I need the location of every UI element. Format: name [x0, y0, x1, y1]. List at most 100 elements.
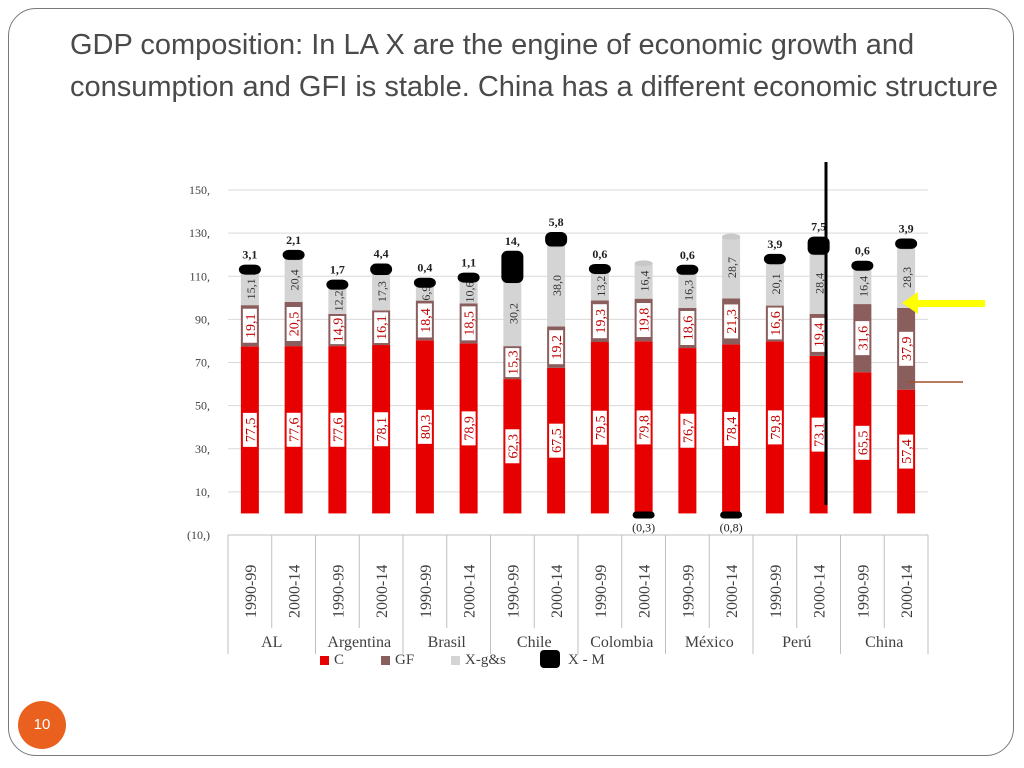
- bar-XM-value-label: (0,3): [632, 520, 655, 534]
- bar-Xgs-label-group: 10,6: [463, 281, 477, 302]
- bar-Xgs-label-group: 12,2: [331, 290, 345, 311]
- bar-XM-segment: [807, 236, 830, 255]
- bar-label-box: [549, 423, 564, 458]
- bar-label-box: [724, 304, 739, 339]
- bar-C-label-group: 57,4: [899, 434, 915, 469]
- bar-C-label-group: 73,1: [811, 417, 828, 452]
- bar-XM-value-label: 0,6: [592, 247, 607, 261]
- bar-GF-label-group: 20,5: [286, 307, 303, 342]
- bar-XM-value-label: 0,6: [855, 244, 870, 258]
- bar-Xgs-value-label: 30,2: [506, 303, 520, 324]
- legend-label: GF: [395, 652, 414, 668]
- bar-XM-value-label: 14,: [505, 234, 520, 248]
- bar-XM-value-label: 3,9: [899, 222, 914, 236]
- bar-C-label-group: 79,5: [592, 410, 609, 445]
- bar-Xgs-value-label: 20,1: [769, 273, 783, 294]
- category-label: Perú: [782, 634, 811, 651]
- y-tick-label: 50,: [195, 399, 210, 413]
- bar-Xgs-value-label: 28,7: [725, 257, 739, 278]
- bar-Xgs-segment: [765, 262, 784, 306]
- bar-label-box: [592, 410, 607, 445]
- bar-Xgs-value-label: 16,4: [638, 270, 652, 291]
- bar-C-value-label: 57,4: [900, 439, 915, 464]
- bar-GF-label-group: 18,4: [417, 303, 434, 338]
- bar-Xgs-segment: [240, 272, 259, 306]
- y-tick-label: (10,): [187, 528, 210, 542]
- period-label: 2000-14: [374, 565, 391, 618]
- bar-GF-label-group: 18,5: [461, 306, 478, 341]
- bar-label-box: [330, 315, 345, 345]
- bar-XM-segment: [851, 260, 874, 271]
- bar-GF-value-label: 15,3: [506, 350, 521, 375]
- y-tick-label: 90,: [195, 312, 210, 326]
- bar-label-box: [811, 417, 826, 452]
- bar-Xgs-value-label: 15,1: [244, 278, 258, 299]
- bar-Xgs-segment: [328, 287, 347, 314]
- yellow-arrow-shaft: [915, 300, 985, 307]
- bar-GF-label-group: 16,6: [767, 307, 784, 340]
- bar-label-box: [549, 330, 564, 365]
- bar-XM-segment: [632, 511, 655, 519]
- period-label: 1990-99: [505, 565, 522, 618]
- y-tick-label: 150,: [189, 183, 210, 197]
- bar-Xgs-label-group: 28,7: [725, 257, 739, 278]
- bar-GF-label-group: 19,1: [242, 308, 259, 343]
- category-label: Argentina: [327, 634, 391, 651]
- bar-label-box: [680, 413, 695, 448]
- bar-XM-value-label: 0,6: [680, 248, 695, 262]
- bar-label-box: [899, 331, 914, 366]
- bar-XM-value-label: 3,1: [242, 248, 257, 262]
- legend-swatch-Xgs: [451, 656, 460, 665]
- bar-Xgs-value-label: 10,6: [463, 281, 477, 302]
- bar-GF-value-label: 19,4: [813, 323, 828, 348]
- legend-swatch-XM: [540, 650, 560, 668]
- y-tick-label: 30,: [195, 442, 210, 456]
- bar-Xgs-segment: [284, 257, 303, 302]
- bar-XM-segment: [501, 250, 524, 283]
- period-label: 1990-99: [680, 565, 697, 618]
- bar-XM-segment: [370, 263, 393, 276]
- bar-label-box: [811, 317, 826, 352]
- bar-label-box: [374, 412, 389, 447]
- bar-C-label-group: 77,6: [330, 412, 346, 447]
- bar-XM-segment: [457, 272, 480, 283]
- bar-C-value-label: 77,6: [288, 418, 303, 443]
- bar-GF-label-group: 37,9: [899, 331, 915, 366]
- bar-C-value-label: 77,6: [331, 418, 346, 443]
- bar-label-box: [636, 303, 651, 338]
- bar-label-box: [505, 348, 520, 378]
- slide-title: GDP composition: In LA X are the engine …: [70, 29, 998, 103]
- bar-GF-value-label: 21,3: [725, 309, 740, 334]
- bar-Xgs-segment: [634, 263, 653, 299]
- bar-XM-segment: [763, 253, 786, 265]
- bar-XM-value-label: 1,1: [461, 256, 476, 270]
- bar-C-label-group: 78,9: [461, 411, 478, 446]
- period-label: 1990-99: [330, 565, 347, 618]
- bar-XM-value-label: 4,4: [374, 247, 389, 261]
- bar-XM-segment: [895, 238, 918, 249]
- bar-Xgs-value-label: 38,0: [550, 275, 564, 296]
- bar-XM-segment: [720, 511, 743, 519]
- bar-GF-value-label: 20,5: [288, 312, 303, 337]
- bar-XM-segment: [588, 263, 611, 274]
- bar-Xgs-segment: [547, 244, 566, 327]
- period-label: 2000-14: [637, 565, 654, 618]
- bar-C-value-label: 65,5: [856, 431, 871, 456]
- bar-label-box: [767, 307, 782, 340]
- category-label: México: [685, 634, 734, 651]
- legend-label: C: [334, 652, 344, 668]
- bar-Xgs-value-label: 28,3: [900, 267, 914, 288]
- period-label: 2000-14: [287, 565, 304, 618]
- bar-GF-label-group: 15,3: [505, 348, 521, 378]
- category-label: Colombia: [590, 634, 653, 651]
- bar-GF-label-group: 19,4: [811, 317, 828, 352]
- bar-label-box: [242, 308, 257, 343]
- y-tick-label: 110,: [189, 269, 210, 283]
- bar-GF-label-group: 18,6: [680, 311, 696, 345]
- bar-GF-value-label: 19,8: [638, 308, 653, 333]
- bar-Xgs-cap: [722, 233, 741, 240]
- bar-Xgs-label-group: 28,4: [813, 273, 827, 294]
- category-label: China: [865, 634, 903, 651]
- category-label: Chile: [517, 634, 552, 651]
